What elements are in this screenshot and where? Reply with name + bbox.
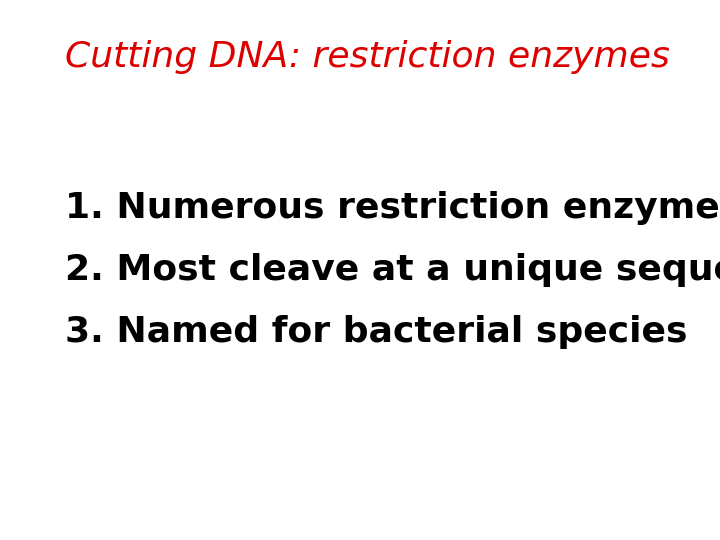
Text: Cutting DNA: restriction enzymes: Cutting DNA: restriction enzymes xyxy=(65,40,670,73)
Text: 3. Named for bacterial species: 3. Named for bacterial species xyxy=(65,315,688,349)
Text: 2. Most cleave at a unique sequence: 2. Most cleave at a unique sequence xyxy=(65,253,720,287)
Text: 1. Numerous restriction enzymes: 1. Numerous restriction enzymes xyxy=(65,191,720,225)
